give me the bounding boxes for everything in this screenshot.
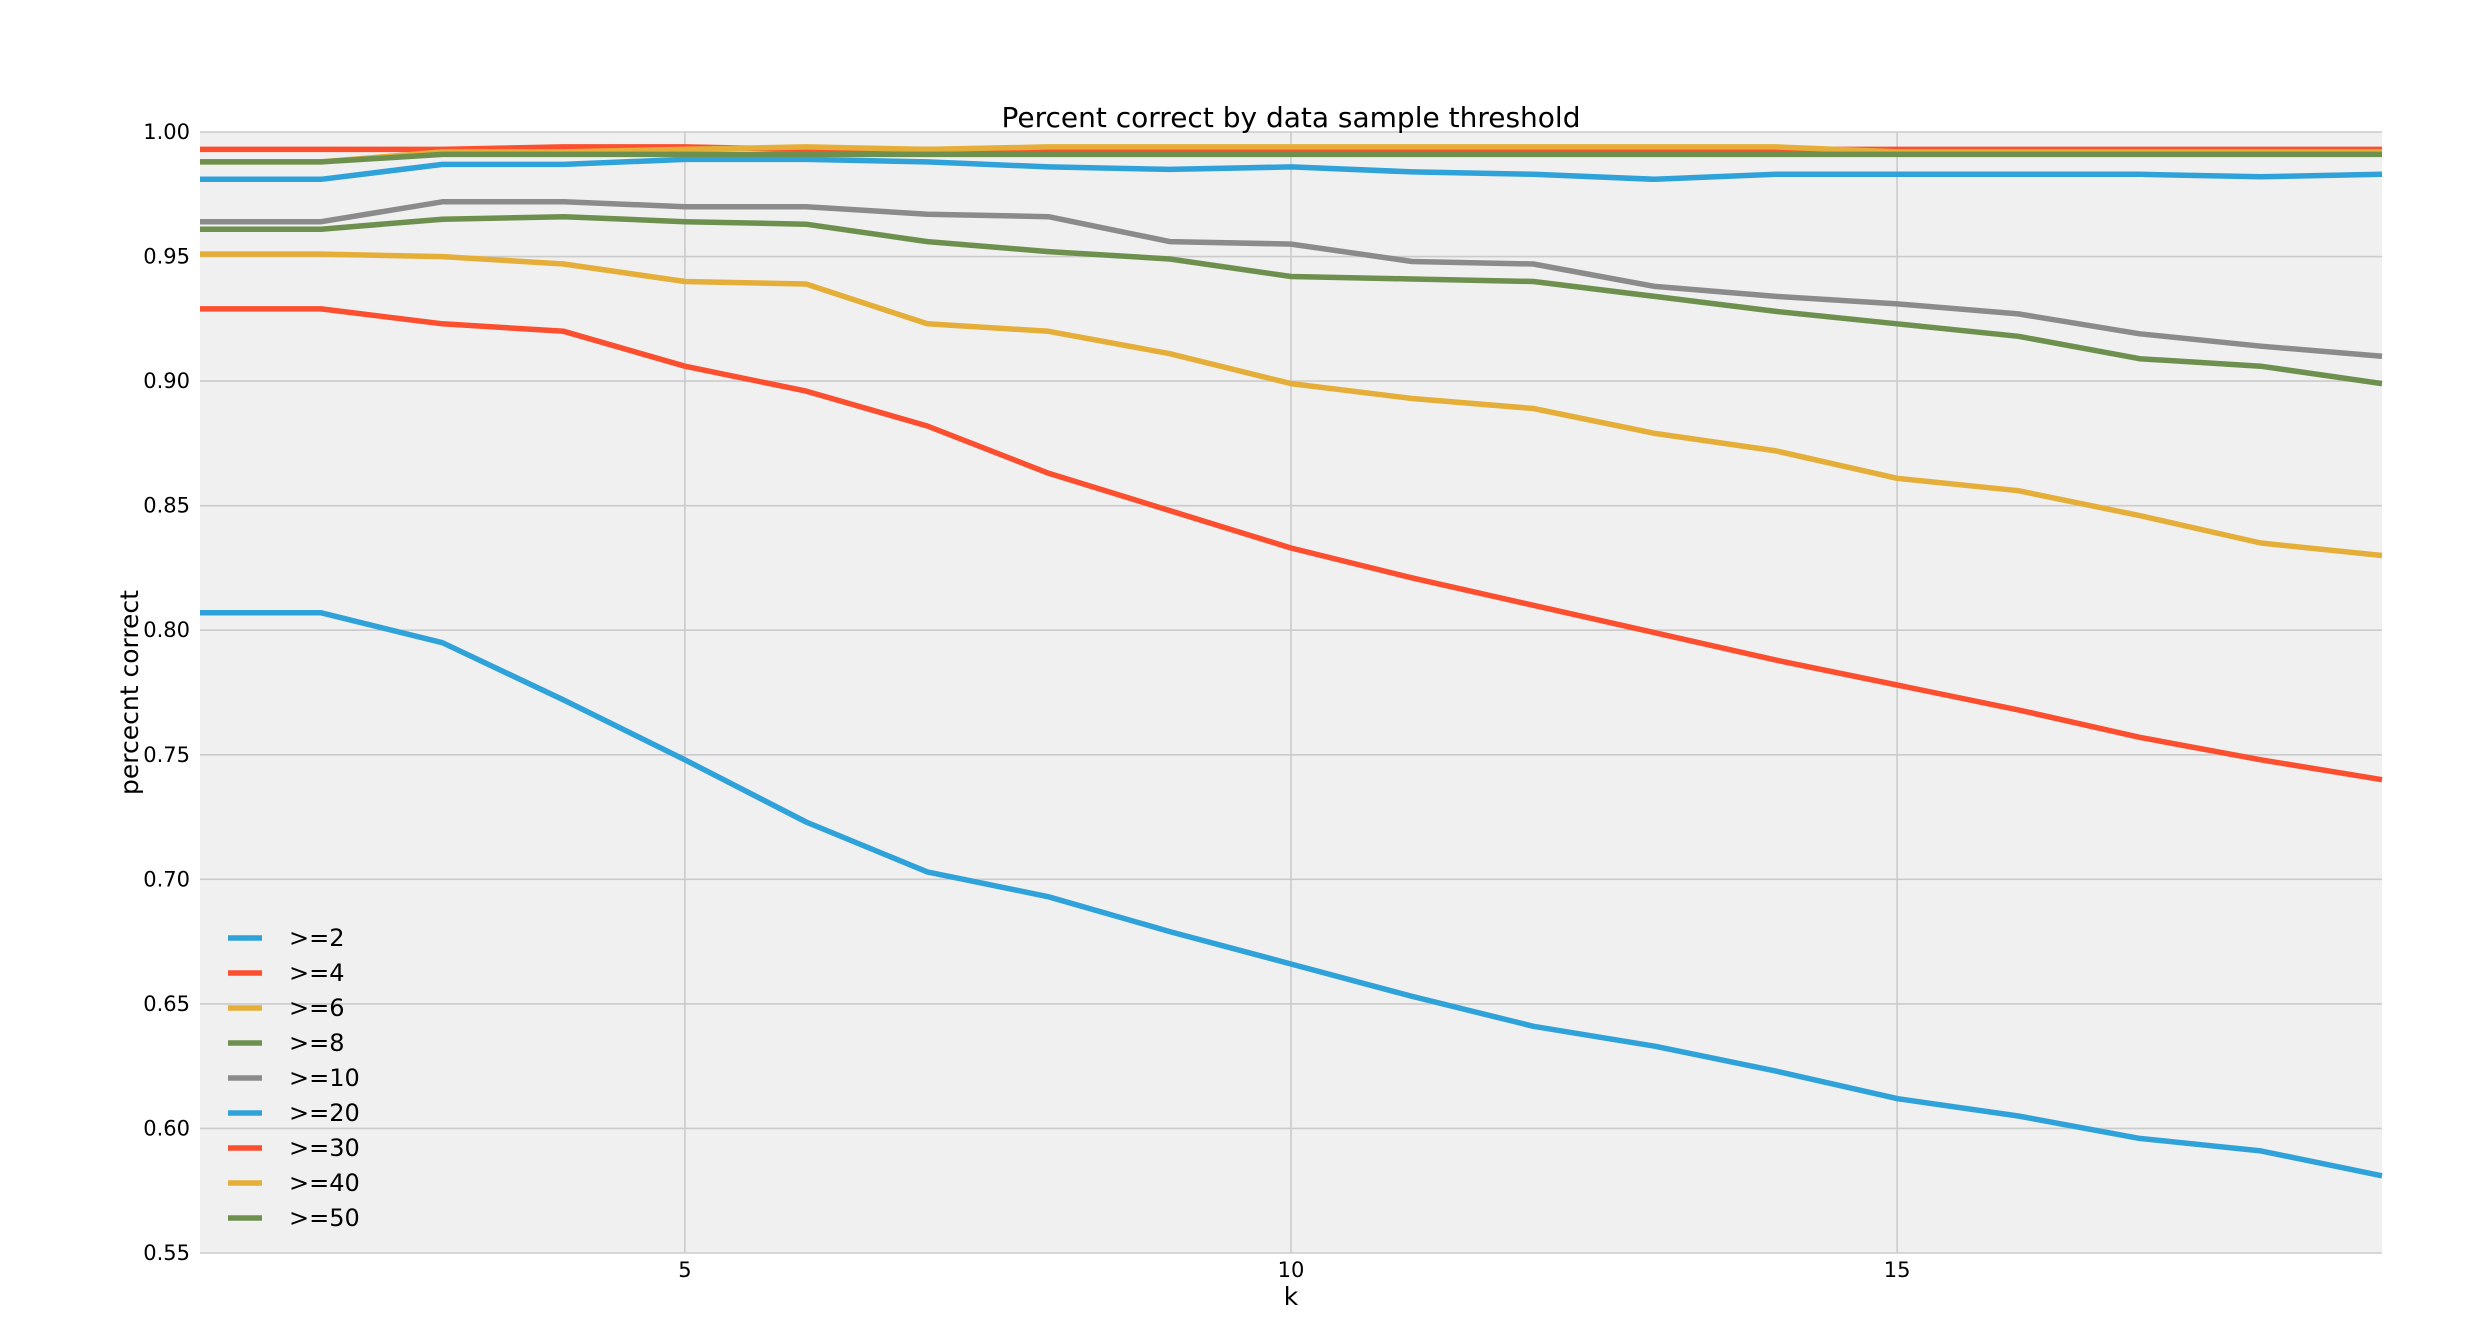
legend-label: >=2 xyxy=(289,924,345,952)
chart-title: Percent correct by data sample threshold xyxy=(1002,101,1581,134)
legend-item: >=50 xyxy=(228,1204,360,1232)
y-tick-label: 0.60 xyxy=(143,1116,190,1140)
legend-item: >=20 xyxy=(228,1099,360,1127)
legend-item: >=8 xyxy=(228,1029,345,1057)
series-lines xyxy=(200,144,2383,1179)
x-tick-label: 10 xyxy=(1278,1258,1305,1282)
series-line-5 xyxy=(200,199,2383,359)
x-gridlines xyxy=(684,132,1898,1253)
series-line-9 xyxy=(200,151,2382,165)
legend-label: >=50 xyxy=(289,1204,360,1232)
series-line-3 xyxy=(200,251,2383,559)
legend-item: >=10 xyxy=(228,1064,360,1092)
y-tick-label: 0.80 xyxy=(143,618,190,642)
y-tick-label: 0.70 xyxy=(143,867,190,891)
series-line-1 xyxy=(200,610,2383,1179)
series-line-2 xyxy=(200,306,2383,783)
y-tick-label: 0.65 xyxy=(143,992,190,1016)
series-line-6 xyxy=(200,156,2383,183)
x-tick-labels: 5 10 15 xyxy=(678,1258,1910,1282)
x-axis-label: k xyxy=(1284,1282,1299,1311)
series-line-4 xyxy=(200,213,2383,387)
y-tick-label: 0.75 xyxy=(143,743,190,767)
legend-label: >=30 xyxy=(289,1134,360,1162)
y-tick-label: 1.00 xyxy=(143,120,190,144)
x-tick-label: 15 xyxy=(1884,1258,1911,1282)
legend-label: >=8 xyxy=(289,1029,345,1057)
y-tick-label: 0.95 xyxy=(143,245,190,269)
y-tick-label: 0.90 xyxy=(143,369,190,393)
legend-item: >=2 xyxy=(228,924,345,952)
x-tick-label: 5 xyxy=(678,1258,691,1282)
legend-label: >=6 xyxy=(289,994,345,1022)
legend-label: >=20 xyxy=(289,1099,360,1127)
legend-item: >=4 xyxy=(228,959,345,987)
y-tick-label: 0.85 xyxy=(143,494,190,518)
y-tick-label: 0.55 xyxy=(143,1241,190,1265)
legend: >=2 >=4 >=6 >=8 >=10 >=20 >=30 >=40 >=50 xyxy=(228,924,360,1232)
y-axis-label: percecnt correct xyxy=(115,590,144,795)
y-tick-labels: 0.55 0.60 0.65 0.70 0.75 0.80 0.85 0.90 0.95 1.00 xyxy=(143,120,190,1265)
legend-label: >=4 xyxy=(289,959,345,987)
legend-label: >=40 xyxy=(289,1169,360,1197)
legend-item: >=6 xyxy=(228,994,345,1022)
legend-item: >=40 xyxy=(228,1169,360,1197)
legend-label: >=10 xyxy=(289,1064,360,1092)
legend-item: >=30 xyxy=(228,1134,360,1162)
